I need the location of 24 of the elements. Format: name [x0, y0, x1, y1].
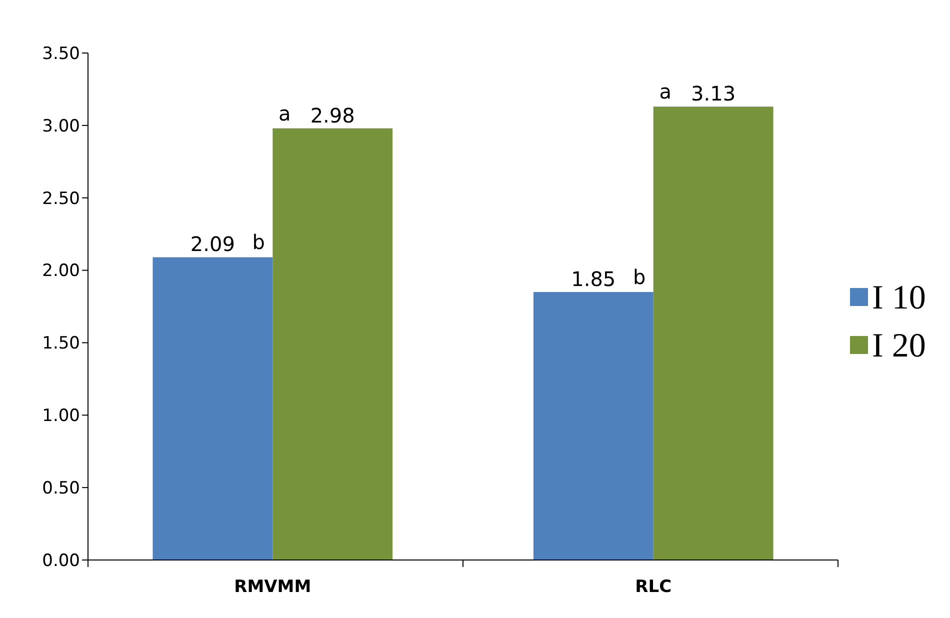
annotation: b	[252, 230, 265, 254]
data-label: 3.13	[691, 82, 736, 106]
bar	[152, 257, 273, 560]
data-label: 2.09	[190, 232, 235, 256]
legend-label: I 10	[872, 279, 926, 316]
y-tick-label: 3.00	[42, 116, 80, 136]
bar	[533, 292, 654, 560]
annotation: a	[278, 101, 291, 126]
bar	[272, 128, 393, 560]
annotation: a	[659, 80, 672, 104]
data-label: 1.85	[571, 267, 616, 292]
x-tick-label: RMVMM	[234, 577, 312, 597]
y-tick-label: 0.50	[42, 478, 80, 499]
y-tick-label: 2.50	[42, 188, 80, 209]
y-tick-label: 1.00	[42, 406, 80, 426]
bar	[653, 106, 774, 560]
y-tick-label: 1.50	[42, 334, 80, 354]
annotation: b	[633, 265, 646, 290]
y-tick-label: 3.50	[42, 44, 80, 64]
legend-label: I 20	[872, 327, 926, 364]
y-tick-label: 2.00	[42, 261, 80, 282]
x-tick-label: RLC	[635, 577, 672, 597]
data-label: 2.98	[310, 103, 355, 128]
y-tick-label: 0.00	[42, 550, 80, 571]
